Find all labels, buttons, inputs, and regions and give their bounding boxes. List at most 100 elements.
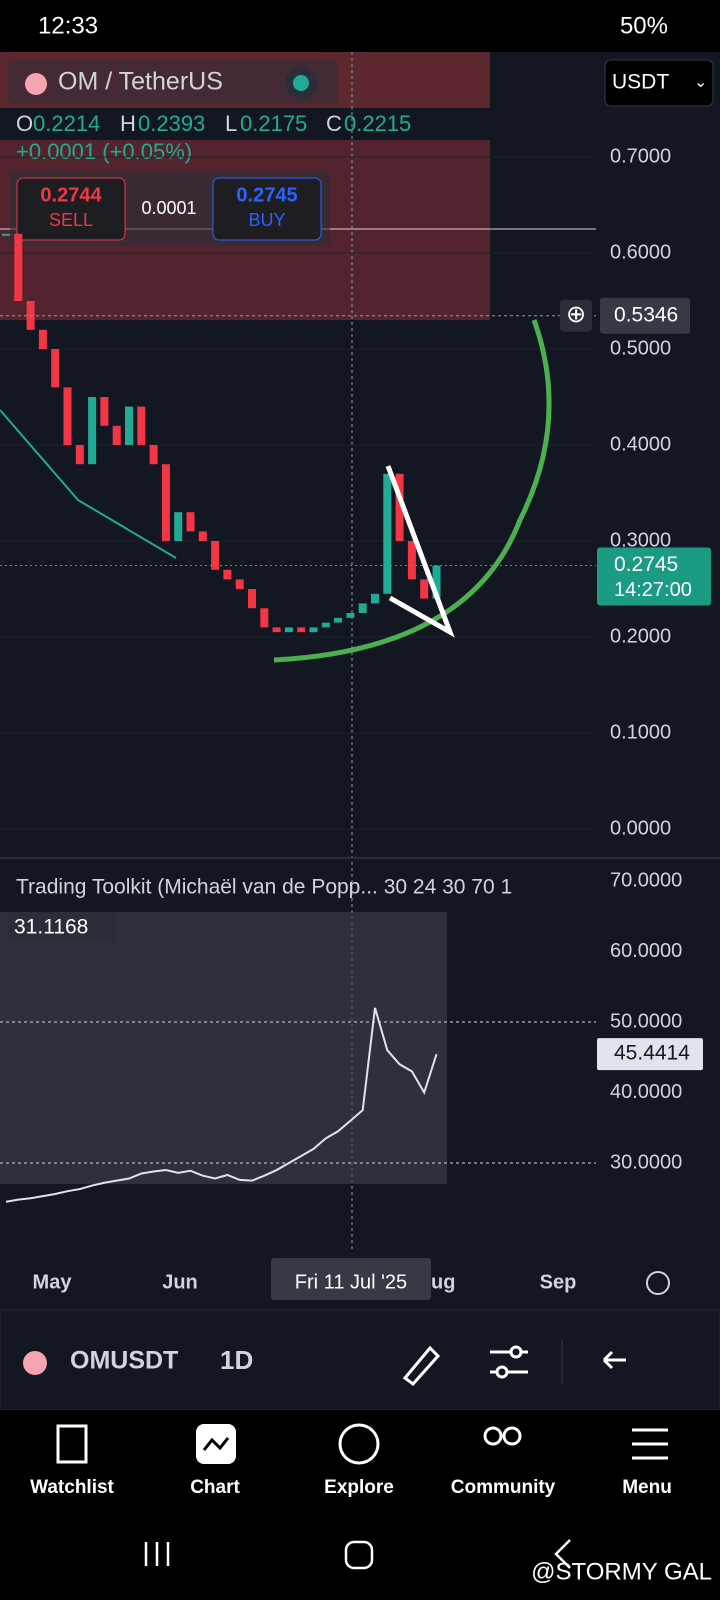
symbol: OM / TetherUS <box>58 68 223 96</box>
indicator-band <box>0 912 447 1184</box>
last-price-box <box>597 547 711 606</box>
crosshair-label-box <box>600 297 690 334</box>
crosshair-date-box <box>271 1258 431 1300</box>
nav-item[interactable]: Chart <box>190 1477 240 1498</box>
change: +0.0001 (+0.05%) <box>16 139 192 164</box>
ohlc-label: C <box>326 111 342 136</box>
y-tick-label: 50.0000 <box>610 1010 682 1032</box>
buy-label: BUY <box>248 210 285 230</box>
y-tick-label: 0.3000 <box>610 529 671 551</box>
buy-button[interactable] <box>212 177 322 241</box>
spread: 0.0001 <box>141 198 196 218</box>
candle <box>284 627 293 633</box>
chevron: ⌄ <box>694 74 707 91</box>
candle <box>407 541 416 580</box>
currency-select[interactable] <box>604 59 714 107</box>
ohlc-label: H <box>120 111 136 136</box>
nav-item[interactable]: Watchlist <box>30 1477 114 1498</box>
ohlc-value: 0.2214 <box>33 111 100 136</box>
y-tick-label: 0.1000 <box>610 721 671 743</box>
candle <box>383 473 392 594</box>
community-icon <box>502 1426 522 1446</box>
candle <box>432 565 441 599</box>
sell-button[interactable] <box>16 177 126 241</box>
system-nav <box>144 1539 571 1570</box>
crosshair-plus[interactable] <box>560 299 592 332</box>
candle <box>321 622 330 628</box>
candle <box>346 613 355 618</box>
community-icon <box>483 1426 503 1446</box>
cup-curve <box>273 319 552 663</box>
candle <box>100 397 109 426</box>
candle <box>38 329 47 349</box>
draw-tool[interactable] <box>402 1345 441 1387</box>
candle <box>223 569 232 580</box>
candle <box>88 397 97 465</box>
y-tick-label: 0.7000 <box>610 145 671 167</box>
candle <box>309 627 318 633</box>
candle <box>63 387 72 445</box>
battery: 50% <box>620 12 668 39</box>
nav-item[interactable]: Community <box>451 1477 556 1498</box>
candle <box>358 603 367 613</box>
x-tick-label: Jun <box>162 1271 198 1293</box>
last-price: 0.2745 <box>614 553 678 576</box>
indicator-last: 45.4414 <box>614 1042 690 1065</box>
candle <box>14 233 23 301</box>
sell-price: 0.2744 <box>40 184 102 206</box>
candle <box>395 473 404 541</box>
y-tick-label: 60.0000 <box>610 940 682 962</box>
candle <box>161 464 170 541</box>
y-tick-label: 70.0000 <box>610 869 682 891</box>
interval[interactable]: 1D <box>220 1345 253 1375</box>
candle <box>125 406 133 445</box>
x-tick-label: Sep <box>540 1271 577 1293</box>
trend-line <box>0 409 177 559</box>
indicator-value-box <box>8 912 115 942</box>
countdown: 14:27:00 <box>614 579 692 601</box>
nav-item[interactable]: Menu <box>622 1477 672 1498</box>
candle <box>198 531 207 541</box>
indicators-tool[interactable] <box>490 1345 528 1379</box>
undo[interactable] <box>602 1350 626 1370</box>
candle <box>174 512 183 541</box>
candle <box>297 627 306 633</box>
explore-icon <box>338 1423 380 1465</box>
ohlc-value: 0.2175 <box>240 111 307 136</box>
candle <box>51 349 60 388</box>
symbol-pill[interactable] <box>8 60 338 104</box>
candle <box>334 617 343 623</box>
indicator-last-box <box>597 1038 703 1071</box>
candle <box>248 589 256 609</box>
toolbar <box>0 1309 720 1411</box>
x-tick-label: May <box>33 1271 73 1293</box>
y-tick-label: 0.5000 <box>610 337 671 359</box>
candle <box>149 445 158 465</box>
y-tick-label: 0.4000 <box>610 433 671 455</box>
ohlc-value: 0.2215 <box>344 111 411 136</box>
watermark: @STORMY GAL <box>531 1558 712 1585</box>
nav-item[interactable]: Explore <box>324 1477 394 1498</box>
wedge-drawing <box>385 465 455 638</box>
indicator-title: Trading Toolkit (Michaël van de Popp... … <box>16 876 512 899</box>
ohlc-label: L <box>225 111 237 136</box>
candle <box>371 593 379 604</box>
buy-price: 0.2745 <box>236 184 297 206</box>
candle <box>272 627 281 633</box>
clock: 12:33 <box>38 12 98 39</box>
toolbar-symbol[interactable]: OMUSDT <box>70 1347 178 1375</box>
settings-icon[interactable] <box>646 1271 670 1295</box>
candle <box>260 608 269 628</box>
indicator-line <box>5 1007 438 1203</box>
menu-icon <box>632 1428 668 1460</box>
indicator-value: 31.1168 <box>14 916 88 939</box>
y-tick-label: 0.0000 <box>610 817 671 839</box>
om-icon <box>25 73 47 95</box>
status-bar <box>0 0 720 52</box>
candle <box>137 406 146 445</box>
currency: USDT <box>612 71 669 94</box>
om-icon <box>23 1351 47 1375</box>
candle <box>186 512 195 532</box>
y-tick-label: 0.6000 <box>610 241 671 263</box>
